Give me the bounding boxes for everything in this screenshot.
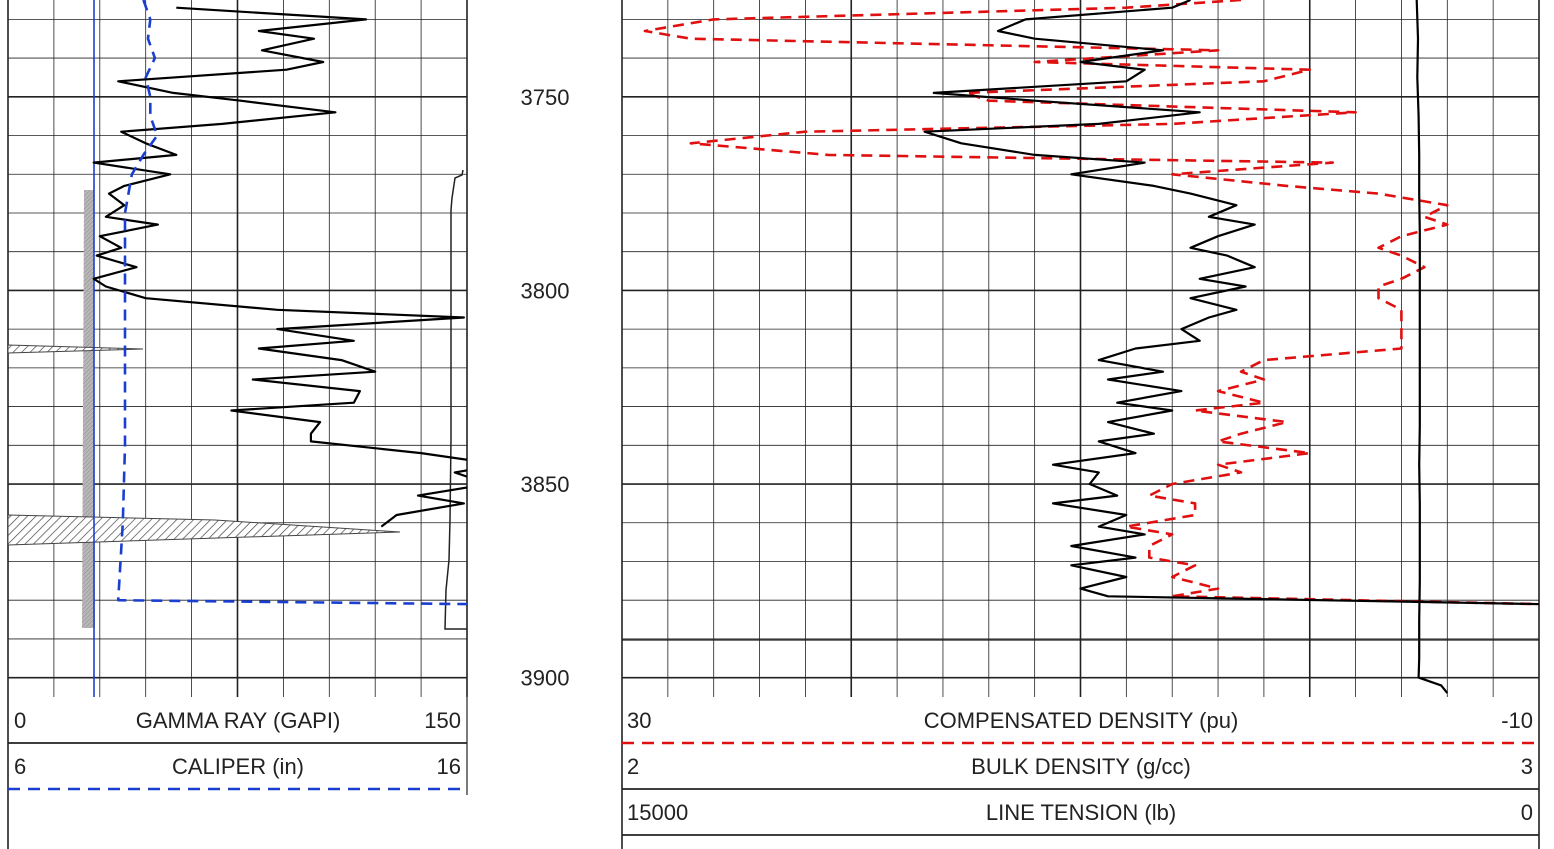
gamma-ray-min: 0	[14, 708, 26, 733]
depth-axis: 3750 3800 3850 3900	[521, 85, 570, 691]
left-header: 0 GAMMA RAY (GAPI) 150 6 CALIPER (in) 16	[7, 697, 468, 849]
bulk-density-max: 3	[1521, 754, 1533, 779]
comp-density-min: 30	[627, 708, 651, 733]
comp-density-curve	[643, 0, 1539, 606]
bulk-density-title: BULK DENSITY (g/cc)	[971, 754, 1191, 779]
line-tension-curve	[1415, 0, 1449, 694]
caliper-max: 16	[437, 754, 461, 779]
depth-label-3800: 3800	[521, 278, 570, 303]
right-track-curves	[643, 0, 1539, 694]
washout-hatch-1	[8, 344, 144, 354]
depth-label-3850: 3850	[521, 472, 570, 497]
right-header: 30 COMPENSATED DENSITY (pu) -10 2 BULK D…	[621, 697, 1540, 849]
gamma-ray-curve	[92, 6, 467, 528]
washout-hatch-2	[8, 514, 401, 546]
bulk-density-curve	[923, 0, 1539, 606]
bulk-density-min: 2	[627, 754, 639, 779]
caliper-min: 6	[14, 754, 26, 779]
gamma-ray-max: 150	[424, 708, 461, 733]
secondary-trace	[444, 169, 467, 630]
line-tension-title: LINE TENSION (lb)	[986, 800, 1176, 825]
line-tension-min: 15000	[627, 800, 688, 825]
depth-label-3750: 3750	[521, 85, 570, 110]
right-track-grid	[621, 0, 1540, 697]
caliper-curve	[116, 0, 467, 606]
depth-label-3900: 3900	[521, 666, 570, 691]
left-track-curves	[92, 0, 467, 606]
caliper-shading	[82, 190, 95, 628]
line-tension-max: 0	[1521, 800, 1533, 825]
left-track-features	[8, 0, 467, 697]
caliper-title: CALIPER (in)	[172, 754, 304, 779]
comp-density-title: COMPENSATED DENSITY (pu)	[924, 708, 1239, 733]
gamma-ray-title: GAMMA RAY (GAPI)	[136, 708, 341, 733]
comp-density-max: -10	[1501, 708, 1533, 733]
